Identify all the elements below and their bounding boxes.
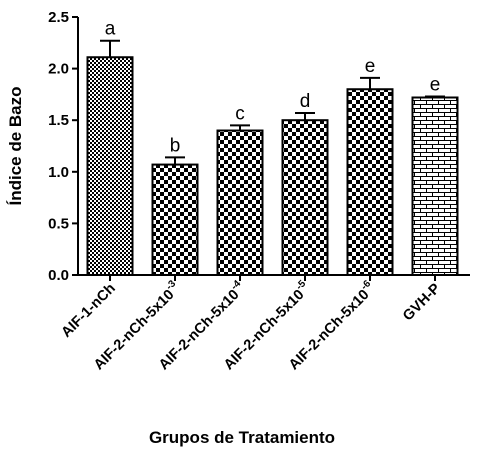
bar — [86, 56, 134, 276]
significance-letter: c — [235, 103, 245, 124]
y-tick-label: 1.5 — [48, 112, 69, 129]
y-tick-label: 1.0 — [48, 164, 69, 181]
category-label-base: GVH-P — [400, 280, 444, 324]
significance-letter: e — [365, 56, 376, 77]
x-category-label: AIF-1-nCh — [59, 281, 119, 341]
y-tick-label: 2.5 — [48, 9, 69, 26]
significance-letter: b — [170, 135, 181, 156]
bar — [346, 88, 394, 276]
significance-letter: a — [105, 19, 116, 40]
bar — [216, 129, 264, 276]
x-category-label: GVH-P — [400, 280, 444, 324]
y-tick-label: 0.5 — [48, 215, 69, 232]
y-tick-label: 0.0 — [48, 267, 69, 284]
bar — [411, 96, 459, 276]
bar — [151, 163, 199, 277]
category-label-base: AIF-1-nCh — [59, 281, 119, 341]
y-tick-label: 2.0 — [48, 61, 69, 78]
y-axis-title: Índice de Bazo — [6, 86, 25, 205]
bar — [281, 119, 329, 276]
significance-letter: e — [430, 74, 441, 95]
x-axis-title: Grupos de Tratamiento — [149, 428, 335, 447]
significance-letter: d — [300, 91, 311, 112]
